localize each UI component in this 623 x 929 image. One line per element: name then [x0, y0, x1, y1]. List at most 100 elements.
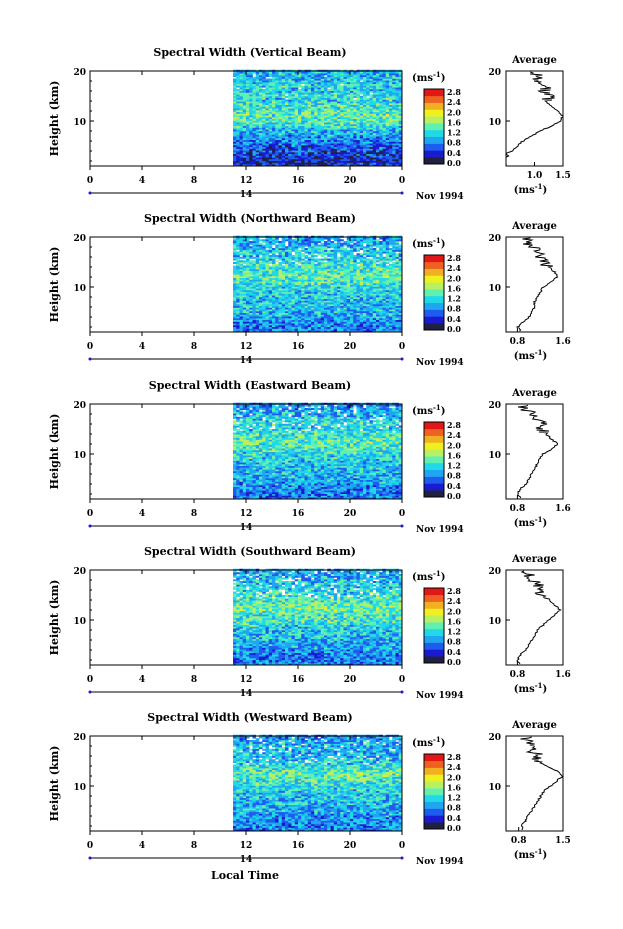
heatmap-cell [320, 94, 325, 97]
heatmap-cell [382, 118, 387, 121]
heatmap-cell [398, 150, 403, 153]
heatmap-cell [317, 274, 322, 277]
heatmap-cell [324, 146, 328, 149]
heatmap-cell [272, 124, 276, 127]
heatmap-cell [320, 101, 325, 104]
heatmap-cell [294, 76, 299, 79]
heatmap-cell [285, 125, 289, 128]
heatmap-cell [366, 94, 370, 97]
heatmap-cell [233, 330, 237, 333]
heatmap-cell [353, 270, 357, 273]
heatmap-cell [372, 99, 377, 102]
heatmap-cell [320, 298, 325, 301]
heatmap-cell [333, 274, 338, 277]
heatmap-cell [395, 75, 400, 78]
heatmap-cell [281, 307, 286, 310]
heatmap-cell [314, 152, 318, 155]
heatmap-cell [275, 113, 279, 116]
heatmap-cell [333, 298, 338, 301]
heatmap-cell [324, 318, 328, 321]
heatmap-cell [255, 248, 260, 251]
heatmap-cell [307, 256, 312, 259]
heatmap-cell [236, 307, 240, 310]
heatmap-cell [363, 83, 367, 86]
heatmap-cell [369, 155, 374, 158]
heatmap-cell [389, 120, 393, 123]
heatmap-cell [398, 141, 403, 144]
heatmap-cell [343, 290, 348, 293]
heatmap-cell [301, 270, 305, 273]
heatmap-cell [320, 295, 325, 298]
heatmap-cell [301, 145, 305, 148]
heatmap-cell [333, 162, 338, 165]
heatmap-cell [314, 290, 318, 293]
heatmap-cell [389, 162, 393, 165]
heatmap-cell [272, 316, 276, 319]
heatmap-cell [343, 82, 348, 85]
heatmap-cell [350, 237, 354, 240]
heatmap-cell [301, 328, 305, 331]
heatmap-cell [379, 164, 383, 167]
heatmap-cell [314, 318, 318, 321]
heatmap-cell [259, 132, 263, 135]
heatmap-cell [356, 159, 361, 162]
heatmap-cell [278, 304, 283, 307]
panel-title: Spectral Width (Northward Beam) [144, 212, 356, 225]
heatmap-cell [304, 312, 309, 315]
heatmap-cell [272, 281, 276, 284]
heatmap-cell [249, 155, 253, 158]
heatmap-cell [275, 82, 279, 85]
heatmap [233, 69, 403, 167]
heatmap-cell [369, 83, 374, 86]
heatmap-cell [272, 78, 276, 81]
heatmap-cell [304, 267, 309, 270]
heatmap-cell [363, 87, 367, 90]
heatmap-cell [346, 256, 351, 259]
heatmap-cell [252, 314, 257, 317]
heatmap-cell [246, 129, 250, 132]
heatmap-cell [337, 239, 341, 242]
heatmap-cell [233, 244, 237, 247]
heatmap-cell [298, 132, 302, 135]
heatmap-cell [304, 89, 309, 92]
heatmap-cell [239, 96, 244, 99]
heatmap-cell [314, 99, 318, 102]
heatmap-cell [337, 316, 341, 319]
heatmap-cell [255, 267, 260, 270]
heatmap-cell [350, 253, 354, 256]
heatmap-cell [363, 71, 367, 74]
heatmap-cell [333, 124, 338, 127]
heatmap-cell [324, 249, 328, 252]
heatmap-cell [356, 253, 361, 256]
heatmap-cell [262, 265, 266, 268]
heatmap-cell [398, 108, 403, 111]
heatmap-cell [239, 276, 244, 279]
heatmap-cell [246, 75, 250, 78]
heatmap-cell [350, 73, 354, 76]
average-profile-line [505, 71, 564, 166]
heatmap-cell [382, 132, 387, 135]
heatmap-cell [298, 101, 302, 104]
heatmap-cell [389, 85, 393, 88]
heatmap-cell [268, 269, 273, 272]
heatmap-cell [301, 134, 305, 137]
heatmap-cell [275, 251, 279, 254]
heatmap-cell [356, 258, 361, 261]
heatmap-cell [291, 239, 296, 242]
heatmap-cell [327, 76, 331, 79]
heatmap-cell [317, 319, 322, 322]
heatmap-cell [356, 244, 361, 247]
heatmap-cell [281, 288, 286, 291]
heatmap-cell [314, 255, 318, 258]
heatmap-cell [317, 127, 322, 130]
heatmap-cell [333, 309, 338, 312]
heatmap-cell [340, 145, 344, 148]
heatmap-cell [395, 164, 400, 167]
heatmap-cell [376, 124, 380, 127]
heatmap-cell [281, 127, 286, 130]
heatmap-cell [268, 104, 273, 107]
heatmap-cell [307, 155, 312, 158]
heatmap-cell [294, 132, 299, 135]
heatmap-cell [350, 122, 354, 125]
heatmap-cell [311, 241, 315, 244]
